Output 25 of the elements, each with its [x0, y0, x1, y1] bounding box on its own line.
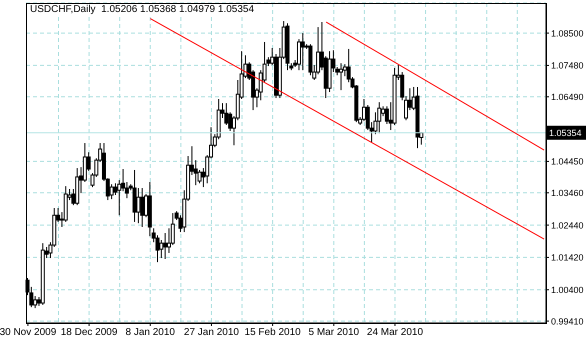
x-tick-label: 24 Mar 2010	[366, 327, 424, 338]
y-tick-label: 1.08500	[551, 28, 584, 38]
y-tick-label: 1.02440	[551, 220, 584, 230]
x-tick-label: 18 Dec 2009	[60, 327, 118, 338]
candlestick	[140, 188, 144, 228]
x-tick-label: 30 Nov 2009	[0, 327, 57, 338]
y-tick-label: 1.07480	[551, 60, 584, 71]
y-tick-label: 1.04450	[551, 156, 584, 167]
candlestick	[163, 232, 168, 260]
y-tick-label: 1.06490	[551, 92, 584, 102]
candlestick	[377, 102, 382, 134]
candlestick	[300, 32, 305, 71]
ref-line-label: 1.05354	[549, 128, 582, 138]
candlestick	[33, 296, 38, 309]
x-tick-label: 5 Mar 2010	[308, 327, 360, 338]
y-tick-label: 0.99410	[551, 316, 584, 326]
x-tick-label: 15 Feb 2010	[244, 327, 302, 338]
x-tick-label: 27 Jan 2010	[184, 327, 240, 338]
y-tick-label: 1.00400	[551, 284, 584, 295]
y-tick-label: 1.01420	[551, 252, 584, 263]
x-tick-label: 8 Jan 2010	[126, 327, 176, 338]
y-tick-label: 1.03460	[551, 188, 584, 198]
chart-title: USDCHF,Daily 1.05206 1.05368 1.04979 1.05354	[28, 4, 256, 15]
candlestick	[136, 188, 140, 224]
candlestick	[339, 62, 344, 91]
